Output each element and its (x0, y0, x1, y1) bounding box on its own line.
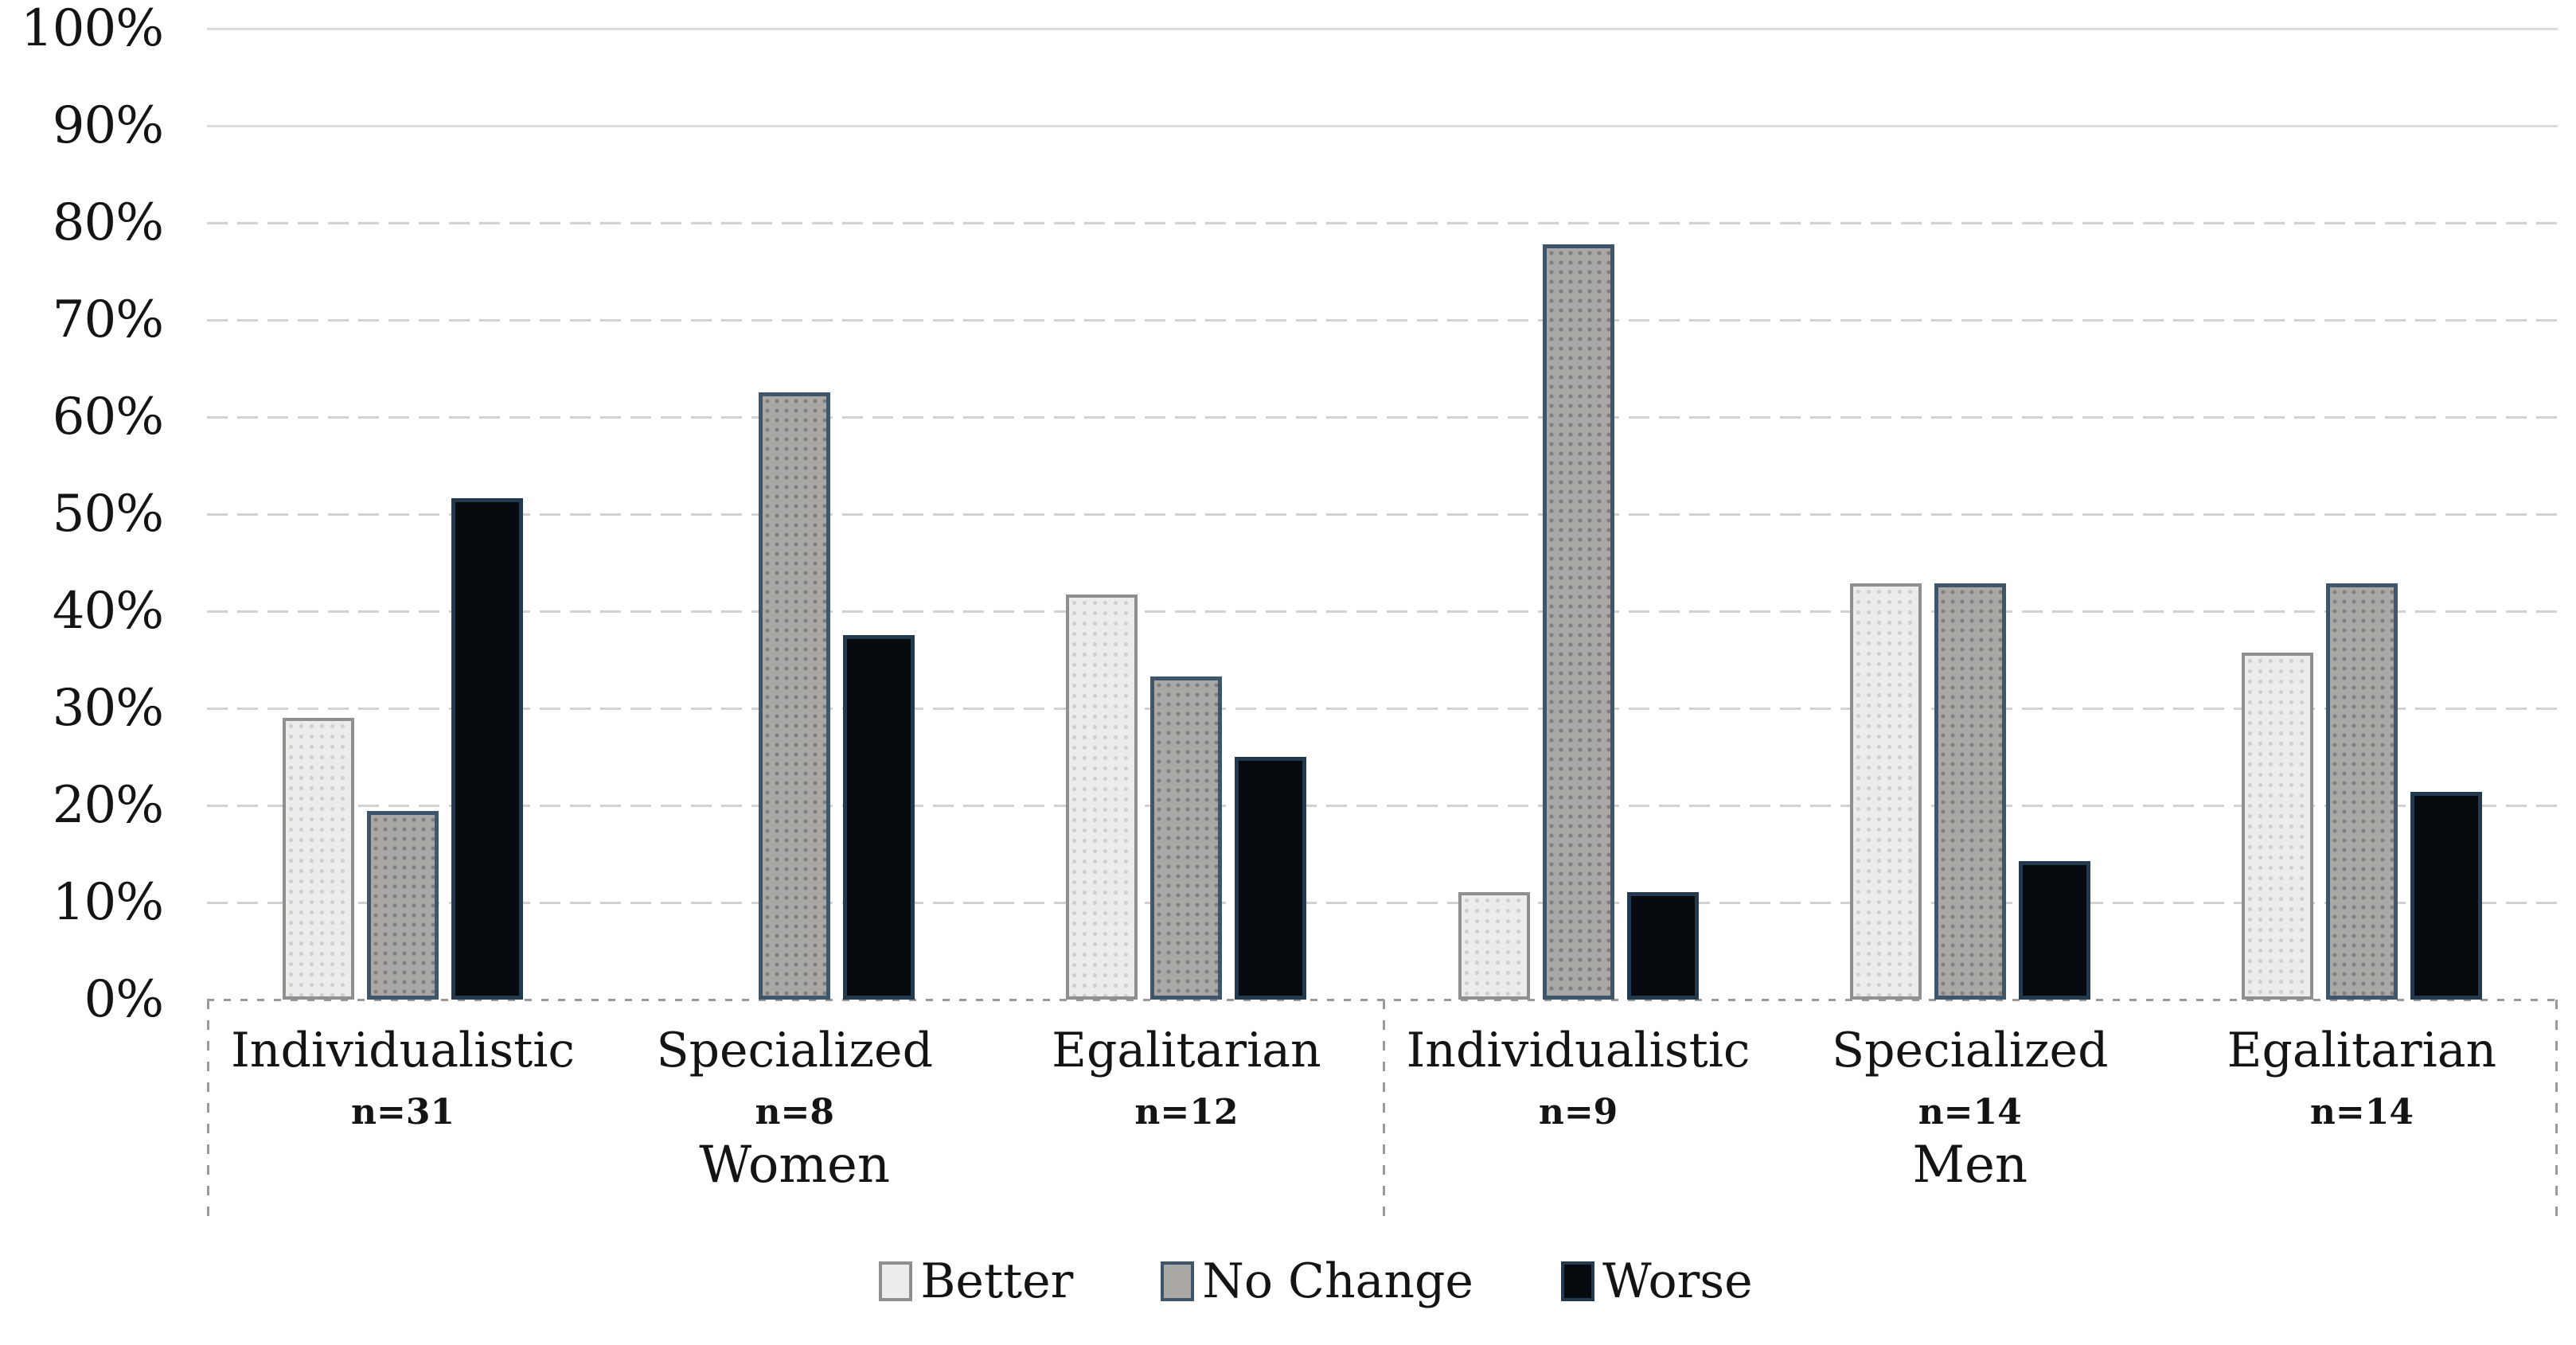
category-label: Specialized (1831, 1023, 2109, 1078)
bar-no-change (1542, 244, 1614, 1000)
bar-better (2241, 653, 2313, 1000)
gridline (207, 416, 2558, 419)
bar-no-change (1934, 583, 2006, 1000)
bar-group-egalitarian-women (990, 29, 1382, 1000)
legend-label: No Change (1202, 1253, 1473, 1309)
bar-group-individualistic-men (1383, 29, 1774, 1000)
y-tick-label: 90% (52, 96, 164, 155)
legend-label: Better (920, 1253, 1074, 1309)
bar-worse (843, 635, 915, 1000)
bar-worse (451, 498, 524, 1000)
bar-worse (1235, 757, 1307, 1000)
gridline (207, 610, 2558, 613)
group-label-men: Men (1912, 1136, 2028, 1195)
legend-item-better: Better (879, 1257, 1073, 1305)
group-label-women: Women (699, 1136, 891, 1195)
sample-size-label: n=8 (755, 1092, 834, 1133)
sample-size-label: n=12 (1134, 1092, 1239, 1133)
legend-swatch-icon (879, 1261, 913, 1301)
bar-worse (1626, 892, 1699, 1000)
gridline (207, 708, 2558, 710)
axis-divider (2555, 1000, 2558, 1216)
bar-no-change (367, 811, 439, 1000)
bar-better (283, 718, 355, 1000)
legend-swatch-icon (1560, 1261, 1594, 1301)
bar-no-change (1150, 676, 1223, 1000)
legend-item-no-change: No Change (1161, 1257, 1473, 1305)
legend-swatch-icon (1161, 1261, 1195, 1301)
category-cell: Individualistic n=9 (1383, 1000, 1774, 1216)
bar-worse (2018, 861, 2090, 1000)
y-tick-label: 100% (21, 0, 164, 58)
legend: Better No Change Worse (0, 1257, 2576, 1305)
y-tick-label: 0% (84, 970, 164, 1029)
bar-better (1849, 583, 1922, 1000)
bar-no-change (759, 392, 831, 1000)
y-tick-label: 70% (52, 290, 164, 349)
bar-better (1066, 595, 1138, 1000)
y-tick-label: 20% (52, 776, 164, 835)
bar-group-egalitarian-men (2166, 29, 2558, 1000)
sample-size-label: n=9 (1538, 1092, 1618, 1133)
gridline (207, 805, 2558, 807)
legend-label: Worse (1602, 1253, 1753, 1309)
y-tick-label: 40% (52, 582, 164, 641)
category-cell: Egalitarian n=12 (990, 1000, 1382, 1216)
gridline (207, 319, 2558, 322)
group-cell-women: Women (207, 1140, 1383, 1191)
y-tick-label: 30% (52, 679, 164, 738)
y-tick-label: 50% (52, 485, 164, 544)
axis-divider (1382, 1000, 1385, 1216)
sample-size-label: n=31 (351, 1092, 455, 1133)
x-axis: Individualistic n=31 Specialized n=8 Egalita… (207, 1000, 2558, 1216)
sample-size-label: n=14 (1918, 1092, 2022, 1133)
gridline (207, 222, 2558, 224)
gridline (207, 513, 2558, 516)
category-label: Egalitarian (2227, 1023, 2497, 1078)
category-cell: Egalitarian n=14 (2166, 1000, 2558, 1216)
legend-item-worse: Worse (1560, 1253, 1753, 1309)
category-cell: Specialized n=8 (599, 1000, 990, 1216)
y-axis: 100% 90% 80% 70% 60% 50% 40% 30% 20% 10% 0% (0, 3, 171, 1025)
gridline (207, 28, 2558, 30)
bar-worse (2410, 792, 2482, 1000)
category-cell: Individualistic n=31 (207, 1000, 599, 1216)
bar-no-change (2325, 583, 2398, 1000)
gridline (207, 902, 2558, 904)
category-label: Individualistic (1406, 1023, 1751, 1078)
category-cell: Specialized n=14 (1774, 1000, 2166, 1216)
sample-size-label: n=14 (2309, 1092, 2414, 1133)
bar-better (1458, 892, 1530, 1000)
axis-divider (207, 1000, 209, 1216)
bar-group-specialized-women (599, 29, 990, 1000)
gridline (207, 125, 2558, 127)
category-label: Egalitarian (1052, 1023, 1321, 1078)
category-label: Individualistic (231, 1023, 576, 1078)
group-cell-men: Men (1383, 1140, 2558, 1191)
category-label: Specialized (656, 1023, 933, 1078)
y-tick-label: 10% (52, 873, 164, 932)
bar-group-individualistic-women (207, 29, 599, 1000)
bar-group-specialized-men (1774, 29, 2166, 1000)
plot-area (207, 28, 2558, 1001)
y-tick-label: 80% (52, 193, 164, 252)
y-tick-label: 60% (52, 388, 164, 446)
